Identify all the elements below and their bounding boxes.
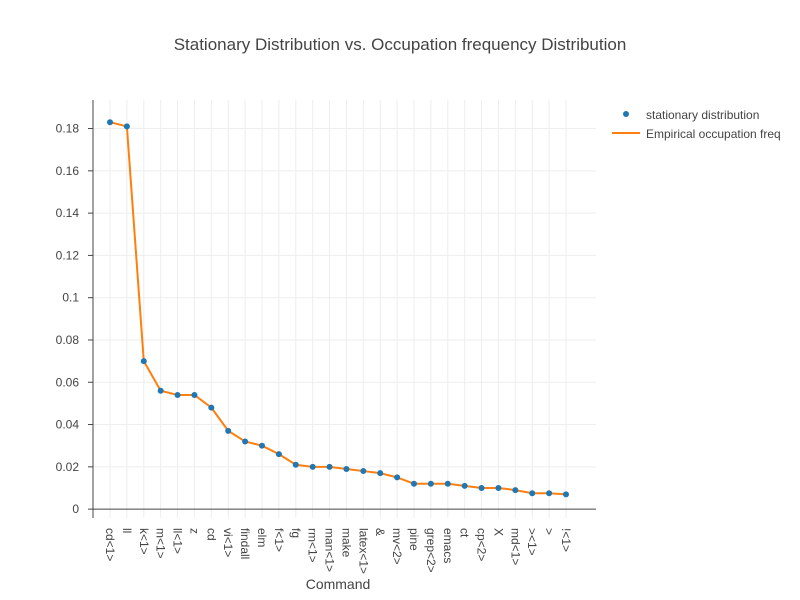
x-tick-label: k<1> bbox=[137, 528, 151, 555]
x-tick-label: cp<2> bbox=[475, 528, 489, 561]
marker-stationary bbox=[107, 119, 113, 126]
legend-label-stationary: stationary distribution bbox=[646, 108, 759, 122]
y-tick-label: 0 bbox=[72, 502, 79, 516]
x-tick-label: X bbox=[491, 528, 505, 536]
y-tick-label: 0.16 bbox=[56, 164, 80, 178]
x-tick-label: ll bbox=[120, 528, 134, 533]
x-tick-label: !<1> bbox=[559, 528, 573, 552]
x-axis-title: Command bbox=[306, 576, 371, 592]
marker-stationary bbox=[157, 387, 164, 394]
marker-stationary bbox=[309, 463, 316, 470]
marker-stationary bbox=[563, 491, 569, 498]
marker-stationary bbox=[123, 123, 130, 130]
x-tick-label: ct bbox=[458, 528, 472, 538]
x-tick-label: m<1> bbox=[154, 528, 168, 559]
marker-stationary bbox=[208, 404, 215, 411]
x-tick-label: elm bbox=[255, 528, 269, 547]
marker-stationary bbox=[478, 484, 485, 491]
x-tick-label: & bbox=[373, 528, 387, 536]
x-tick-label: pine bbox=[407, 528, 421, 551]
y-tick-label: 0.04 bbox=[56, 418, 80, 432]
x-ticks: cd<1> ll k<1> m<1> ll<1> z cd vi<1> findall elm f<… bbox=[103, 528, 573, 574]
y-tick-label: 0.08 bbox=[56, 333, 80, 347]
x-tick-label: md<1> bbox=[508, 528, 522, 565]
x-tick-label: ><1> bbox=[525, 528, 539, 556]
y-tick-label: 0.1 bbox=[62, 291, 79, 305]
marker-stationary bbox=[242, 438, 249, 445]
marker-stationary bbox=[394, 474, 401, 481]
axes bbox=[88, 100, 596, 518]
x-tick-label: mv<2> bbox=[390, 528, 404, 565]
y-tick-label: 0.12 bbox=[56, 248, 80, 262]
y-ticks: 0 0.02 0.04 0.06 0.08 0.1 0.12 0.14 0.16 0.18 bbox=[56, 122, 80, 517]
legend-label-empirical: Empirical occupation freq bbox=[646, 127, 781, 141]
marker-stationary bbox=[512, 487, 519, 494]
y-tick-label: 0.06 bbox=[56, 375, 80, 389]
x-tick-label: > bbox=[542, 528, 556, 535]
x-tick-label: findall bbox=[238, 528, 252, 559]
marker-stationary bbox=[529, 490, 536, 497]
x-tick-label: emacs bbox=[441, 528, 455, 563]
x-tick-label: man<1> bbox=[323, 528, 337, 572]
y-tick-label: 0.02 bbox=[56, 460, 80, 474]
marker-stationary bbox=[275, 451, 282, 458]
grid bbox=[93, 100, 596, 518]
chart-title: Stationary Distribution vs. Occupation f… bbox=[174, 35, 627, 54]
marker-stationary bbox=[326, 463, 333, 470]
marker-stationary bbox=[546, 490, 553, 497]
marker-stationary bbox=[292, 461, 299, 468]
y-tick-label: 0.14 bbox=[56, 206, 80, 220]
marker-stationary bbox=[495, 484, 502, 491]
x-tick-label: grep<2> bbox=[424, 528, 438, 573]
legend: stationary distribution Empirical occupa… bbox=[612, 108, 781, 141]
marker-stationary bbox=[140, 358, 147, 365]
x-tick-label: ll<1> bbox=[171, 528, 185, 554]
x-tick-label: make bbox=[339, 528, 353, 558]
marker-stationary bbox=[360, 468, 367, 475]
x-tick-label: vi<1> bbox=[221, 528, 235, 557]
marker-stationary bbox=[444, 480, 451, 487]
x-tick-label: latex<1> bbox=[356, 528, 370, 574]
marker-stationary bbox=[259, 442, 265, 449]
marker-stationary bbox=[461, 482, 468, 489]
legend-marker-stationary bbox=[623, 111, 629, 117]
x-tick-label: cd bbox=[204, 528, 218, 541]
marker-stationary bbox=[343, 465, 350, 472]
marker-stationary bbox=[225, 427, 232, 434]
x-tick-label: f<1> bbox=[272, 528, 286, 552]
marker-stationary bbox=[427, 480, 434, 487]
series bbox=[107, 119, 569, 498]
x-tick-label: rm<1> bbox=[306, 528, 320, 563]
marker-stationary bbox=[377, 470, 384, 477]
marker-stationary bbox=[411, 480, 417, 487]
marker-stationary bbox=[191, 391, 198, 398]
y-tick-label: 0.18 bbox=[56, 122, 80, 136]
x-tick-label: z bbox=[187, 528, 201, 534]
line-empirical-occupation bbox=[109, 121, 567, 496]
x-tick-label: fg bbox=[289, 528, 303, 538]
x-tick-label: cd<1> bbox=[103, 528, 117, 561]
marker-stationary bbox=[174, 391, 181, 398]
